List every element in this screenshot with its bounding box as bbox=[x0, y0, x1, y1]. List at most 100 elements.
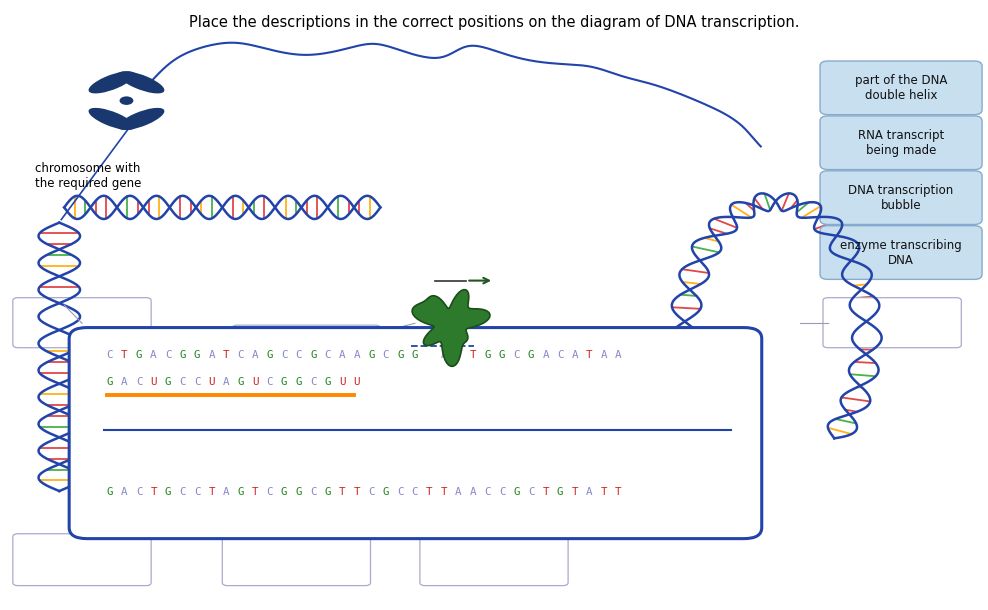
Text: G: G bbox=[267, 350, 273, 360]
Text: A: A bbox=[252, 350, 259, 360]
Text: A: A bbox=[615, 350, 621, 360]
Text: T: T bbox=[223, 350, 229, 360]
Text: T: T bbox=[339, 487, 346, 497]
Text: T: T bbox=[571, 487, 578, 497]
Text: G: G bbox=[107, 378, 114, 387]
Text: T: T bbox=[586, 350, 593, 360]
Text: G: G bbox=[135, 350, 142, 360]
Text: A: A bbox=[122, 378, 127, 387]
Text: U: U bbox=[354, 378, 360, 387]
Ellipse shape bbox=[89, 108, 134, 130]
Text: C: C bbox=[484, 487, 491, 497]
Text: C: C bbox=[267, 378, 273, 387]
Text: enzyme transcribing
DNA: enzyme transcribing DNA bbox=[840, 239, 962, 267]
Text: C: C bbox=[382, 350, 389, 360]
Text: A: A bbox=[441, 350, 448, 360]
Text: A: A bbox=[208, 350, 214, 360]
Text: C: C bbox=[135, 378, 142, 387]
Text: T: T bbox=[208, 487, 214, 497]
Text: C: C bbox=[179, 487, 186, 497]
Text: G: G bbox=[382, 487, 389, 497]
Text: C: C bbox=[179, 378, 186, 387]
Text: G: G bbox=[194, 350, 201, 360]
Text: C: C bbox=[310, 487, 316, 497]
Text: T: T bbox=[122, 350, 127, 360]
Text: G: G bbox=[484, 350, 491, 360]
Text: T: T bbox=[469, 350, 476, 360]
Text: G: G bbox=[165, 487, 171, 497]
Text: U: U bbox=[339, 378, 346, 387]
Text: C: C bbox=[397, 487, 404, 497]
Text: U: U bbox=[150, 378, 157, 387]
Text: Place the descriptions in the correct positions on the diagram of DNA transcript: Place the descriptions in the correct po… bbox=[189, 15, 799, 30]
Text: C: C bbox=[194, 487, 201, 497]
Text: A: A bbox=[571, 350, 578, 360]
Text: G: G bbox=[237, 378, 244, 387]
Text: A: A bbox=[542, 350, 549, 360]
FancyBboxPatch shape bbox=[13, 534, 151, 586]
Text: T: T bbox=[601, 487, 607, 497]
Text: G: G bbox=[557, 487, 563, 497]
Text: U: U bbox=[252, 378, 259, 387]
FancyBboxPatch shape bbox=[13, 298, 151, 348]
Text: C: C bbox=[324, 350, 331, 360]
Text: A: A bbox=[223, 487, 229, 497]
Text: A: A bbox=[122, 487, 127, 497]
Text: A: A bbox=[455, 487, 461, 497]
Text: C: C bbox=[135, 487, 142, 497]
Ellipse shape bbox=[120, 96, 133, 105]
Text: A: A bbox=[586, 487, 593, 497]
Ellipse shape bbox=[119, 71, 164, 93]
Text: T: T bbox=[441, 487, 448, 497]
Text: G: G bbox=[412, 350, 418, 360]
Text: G: G bbox=[165, 378, 171, 387]
FancyBboxPatch shape bbox=[420, 534, 568, 586]
Text: G: G bbox=[499, 350, 505, 360]
Text: G: G bbox=[528, 350, 535, 360]
Text: G: G bbox=[324, 487, 331, 497]
Text: C: C bbox=[107, 350, 114, 360]
FancyBboxPatch shape bbox=[820, 171, 982, 224]
Text: part of the DNA
double helix: part of the DNA double helix bbox=[855, 74, 947, 102]
Text: chromosome with
the required gene: chromosome with the required gene bbox=[35, 162, 141, 190]
Text: T: T bbox=[354, 487, 360, 497]
FancyBboxPatch shape bbox=[232, 325, 380, 375]
Text: G: G bbox=[281, 487, 288, 497]
Text: G: G bbox=[281, 378, 288, 387]
FancyBboxPatch shape bbox=[820, 61, 982, 115]
Text: G: G bbox=[514, 487, 520, 497]
Text: G: G bbox=[107, 487, 114, 497]
Text: C: C bbox=[369, 487, 374, 497]
Text: T: T bbox=[615, 487, 621, 497]
Text: A: A bbox=[150, 350, 157, 360]
Text: G: G bbox=[295, 378, 302, 387]
Text: C: C bbox=[499, 487, 505, 497]
Text: C: C bbox=[194, 378, 201, 387]
Text: C: C bbox=[557, 350, 563, 360]
Text: A: A bbox=[469, 487, 476, 497]
Text: U: U bbox=[208, 378, 214, 387]
FancyBboxPatch shape bbox=[820, 116, 982, 170]
Text: C: C bbox=[412, 487, 418, 497]
Text: DNA transcription
bubble: DNA transcription bubble bbox=[849, 184, 953, 212]
Text: RNA transcript
being made: RNA transcript being made bbox=[858, 129, 945, 157]
Text: G: G bbox=[324, 378, 331, 387]
Text: T: T bbox=[455, 350, 461, 360]
Text: G: G bbox=[310, 350, 316, 360]
Text: C: C bbox=[310, 378, 316, 387]
Text: C: C bbox=[528, 487, 535, 497]
Text: A: A bbox=[601, 350, 607, 360]
Text: G: G bbox=[179, 350, 186, 360]
Text: C: C bbox=[295, 350, 302, 360]
Text: G: G bbox=[369, 350, 374, 360]
Text: C: C bbox=[267, 487, 273, 497]
FancyBboxPatch shape bbox=[820, 226, 982, 279]
Polygon shape bbox=[412, 290, 490, 367]
Text: A: A bbox=[354, 350, 360, 360]
Text: A: A bbox=[339, 350, 346, 360]
Text: G: G bbox=[397, 350, 404, 360]
Text: C: C bbox=[237, 350, 244, 360]
Text: T: T bbox=[252, 487, 259, 497]
FancyBboxPatch shape bbox=[69, 328, 762, 539]
Text: G: G bbox=[237, 487, 244, 497]
